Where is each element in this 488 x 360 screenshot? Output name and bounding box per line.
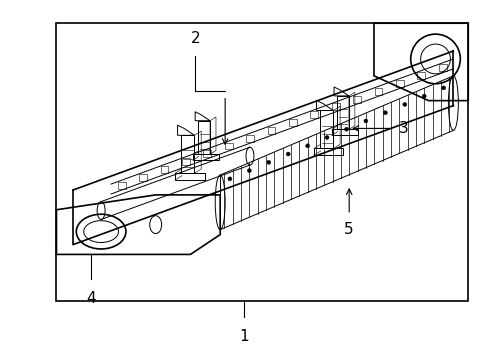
Bar: [160, 166, 168, 173]
Circle shape: [421, 94, 426, 98]
Circle shape: [363, 119, 367, 123]
Bar: [310, 111, 318, 118]
Circle shape: [325, 135, 328, 139]
Circle shape: [266, 160, 270, 164]
Bar: [203, 150, 211, 157]
Text: 4: 4: [86, 291, 96, 306]
Circle shape: [227, 177, 231, 181]
Bar: [438, 64, 446, 71]
Circle shape: [402, 103, 406, 107]
Bar: [118, 182, 125, 189]
Bar: [331, 103, 339, 111]
Bar: [267, 127, 275, 134]
Circle shape: [441, 86, 445, 90]
Bar: [395, 80, 403, 87]
Bar: [224, 143, 232, 149]
Circle shape: [344, 127, 348, 131]
Circle shape: [383, 111, 386, 115]
Circle shape: [247, 168, 251, 172]
Bar: [182, 158, 189, 165]
Text: 3: 3: [398, 121, 407, 136]
Text: 1: 1: [239, 329, 248, 344]
Text: 2: 2: [190, 31, 200, 46]
Text: 5: 5: [344, 222, 353, 237]
Bar: [374, 88, 382, 95]
Bar: [352, 96, 360, 103]
Bar: [139, 174, 147, 181]
Bar: [416, 72, 425, 79]
Bar: [245, 135, 254, 142]
Bar: [56, 23, 468, 301]
Circle shape: [285, 152, 289, 156]
Bar: [288, 119, 296, 126]
Circle shape: [305, 144, 309, 148]
